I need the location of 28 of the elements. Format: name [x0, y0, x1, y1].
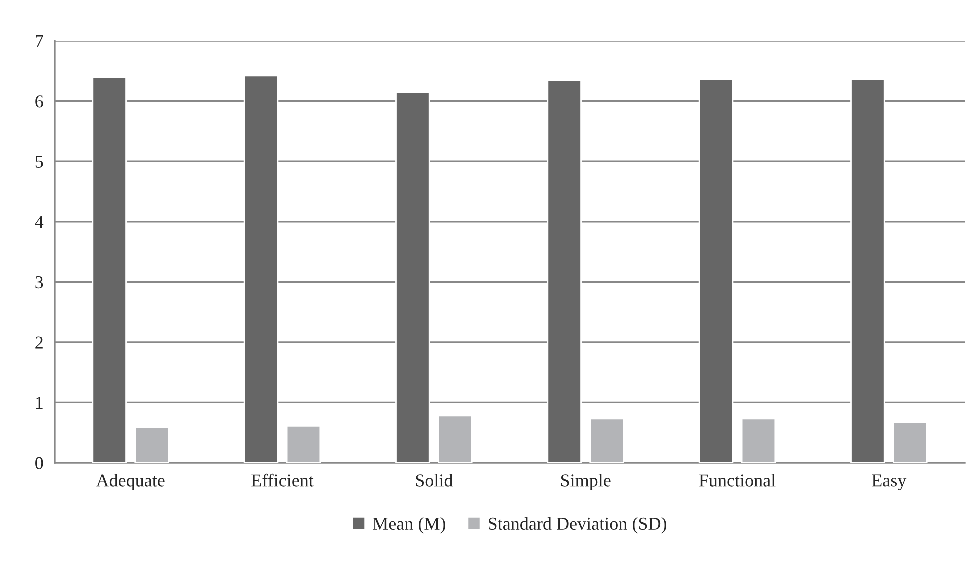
bar — [547, 80, 582, 463]
bar — [893, 422, 928, 463]
y-tick-label: 3 — [36, 276, 44, 289]
x-tick-label: Solid — [416, 474, 454, 487]
bar — [396, 92, 430, 463]
y-tick-label: 2 — [36, 336, 43, 349]
bar — [134, 426, 170, 463]
x-tick-label: Adequate — [96, 474, 165, 490]
legend-label: Mean (M) — [373, 517, 446, 534]
y-tick-label: 7 — [36, 35, 44, 48]
bar — [590, 418, 624, 463]
legend-label: Standard Deviation (SD) — [489, 517, 667, 534]
bar — [244, 75, 279, 463]
bar — [286, 426, 322, 463]
bar — [698, 78, 734, 463]
bar — [741, 418, 776, 463]
y-tick-label: 1 — [36, 397, 43, 409]
bar — [850, 78, 886, 463]
y-tick-label: 5 — [36, 156, 44, 168]
y-tick-label: 0 — [36, 457, 44, 470]
y-tick-label: 6 — [36, 96, 44, 108]
y-tick-label: 4 — [35, 216, 44, 228]
x-tick-label: Simple — [561, 474, 611, 490]
x-tick-label: Efficient — [252, 474, 314, 487]
x-tick-label: Functional — [699, 474, 776, 487]
bar — [438, 415, 473, 463]
x-tick-label: Easy — [872, 474, 907, 490]
bar — [92, 77, 127, 463]
